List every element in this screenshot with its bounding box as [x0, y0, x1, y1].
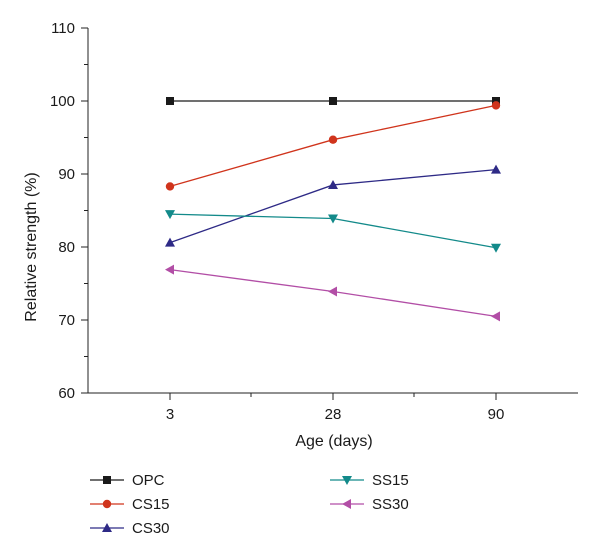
- data-point-cs30: [165, 237, 175, 247]
- data-point-cs15: [328, 135, 338, 144]
- series-ss15: [165, 210, 501, 253]
- legend-item-ss30: SS30: [330, 496, 409, 513]
- data-point-cs30: [491, 164, 501, 174]
- data-point-ss30: [165, 264, 174, 275]
- axes: 60 70 80 90 100 110 3 28 90: [50, 20, 578, 423]
- legend-item-opc: OPC: [90, 472, 165, 489]
- legend-label-ss30: SS30: [372, 496, 409, 513]
- legend-marker-cs15: [102, 499, 112, 509]
- x-tick-label: 28: [325, 406, 342, 423]
- y-axis-title: Relative strength (%): [23, 172, 40, 321]
- legend-label-cs15: CS15: [132, 496, 170, 513]
- data-point-ss15: [165, 210, 175, 220]
- y-tick-label: 60: [58, 385, 75, 402]
- data-point-ss15: [328, 214, 338, 224]
- legend-label-opc: OPC: [132, 472, 165, 489]
- legend-label-cs30: CS30: [132, 520, 170, 537]
- legend: OPC CS15 CS30 SS15 SS30: [90, 472, 409, 537]
- series-opc: [166, 97, 500, 105]
- y-tick-label: 70: [58, 312, 75, 329]
- y-tick-label: 110: [51, 20, 75, 37]
- y-tick-label: 90: [58, 166, 75, 183]
- data-point-cs15: [491, 101, 501, 110]
- series-ss30: [165, 264, 500, 322]
- series-cs15: [165, 101, 501, 191]
- legend-item-ss15: SS15: [330, 472, 409, 489]
- x-axis-title: Age (days): [295, 433, 372, 450]
- data-point-cs30: [328, 179, 338, 189]
- data-point-opc: [492, 97, 500, 105]
- data-point-opc: [329, 97, 337, 105]
- legend-marker-opc: [103, 476, 111, 484]
- data-point-opc: [166, 97, 174, 105]
- data-point-cs15: [165, 182, 175, 191]
- data-point-ss15: [491, 243, 501, 253]
- legend-item-cs30: CS30: [90, 520, 170, 537]
- x-tick-label: 3: [166, 406, 174, 423]
- legend-item-cs15: CS15: [90, 496, 170, 513]
- legend-marker-ss30: [342, 499, 351, 509]
- series-cs30: [165, 164, 501, 247]
- legend-marker-cs30: [102, 523, 112, 532]
- data-point-ss30: [328, 286, 337, 297]
- legend-marker-ss15: [342, 476, 352, 485]
- y-tick-label: 100: [50, 93, 75, 110]
- y-tick-label: 80: [58, 239, 75, 256]
- plot-area: [165, 97, 501, 322]
- x-tick-label: 90: [488, 406, 505, 423]
- legend-label-ss15: SS15: [372, 472, 409, 489]
- data-point-ss30: [491, 311, 500, 322]
